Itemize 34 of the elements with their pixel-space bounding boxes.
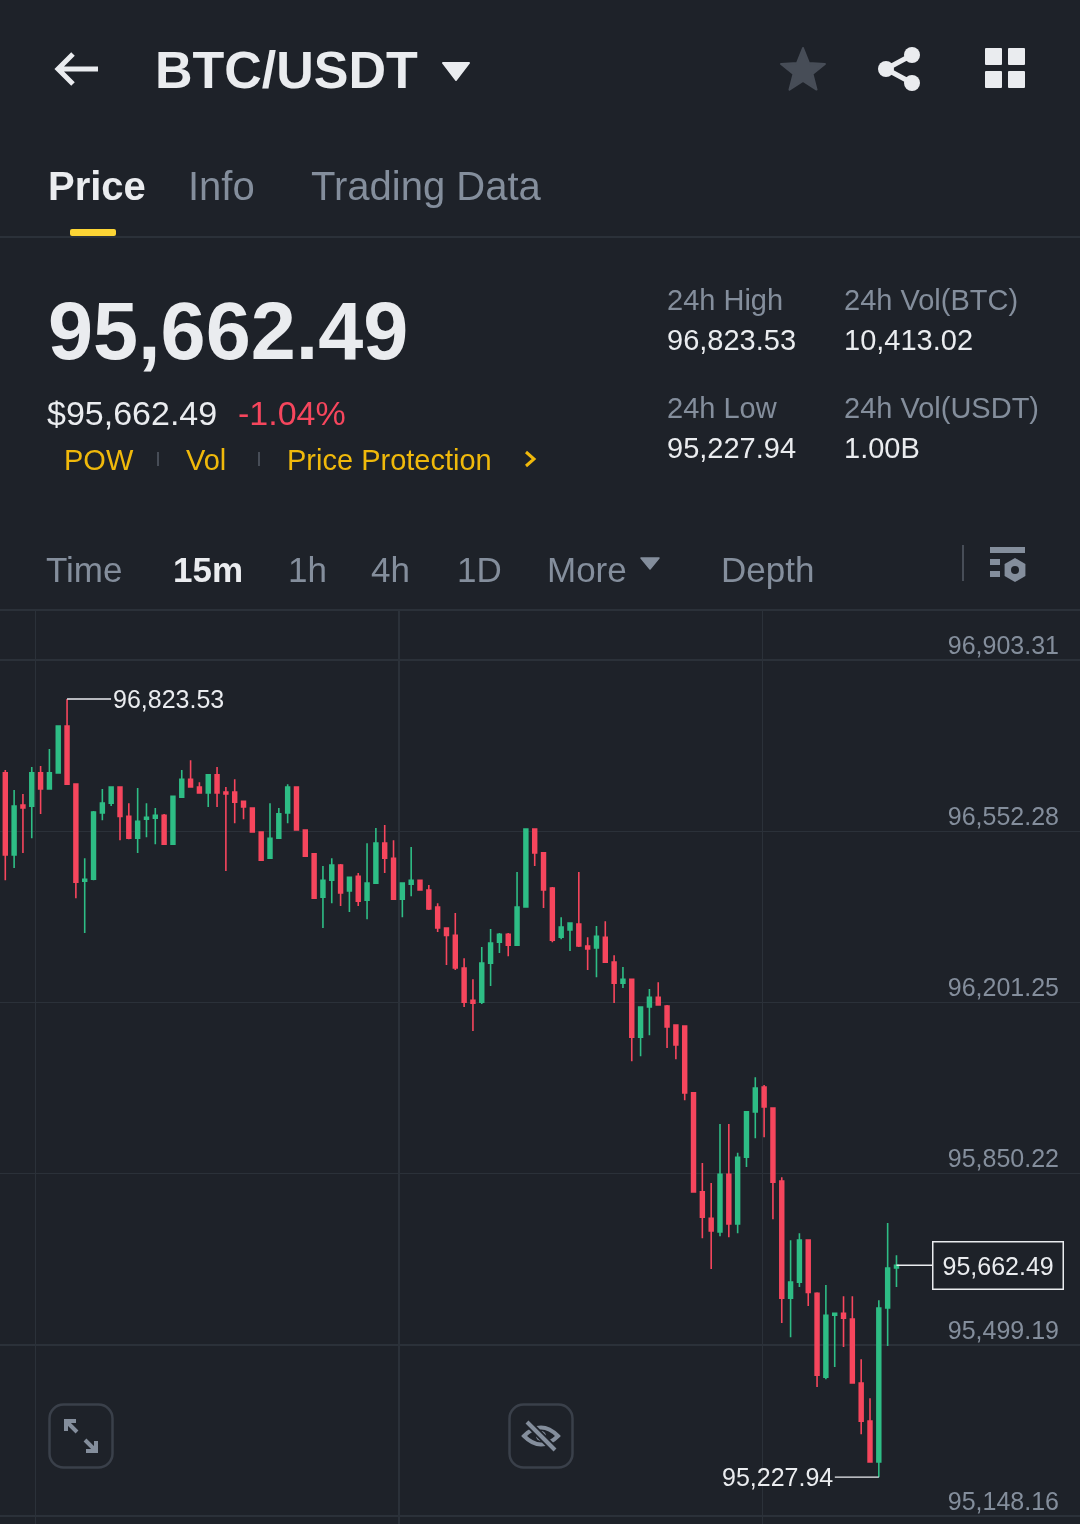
text: Time	[46, 550, 123, 589]
text: Info	[188, 164, 255, 208]
text: 4h	[371, 550, 410, 589]
text: 1D	[457, 550, 502, 589]
text: 24h Vol(USDT)	[844, 392, 1040, 424]
y-tick-label: 95,850.22	[947, 1144, 1059, 1173]
text: 1h	[288, 550, 327, 589]
y-tick-label: 96,201.25	[947, 973, 1059, 1002]
y-tick-label: 95,499.19	[947, 1315, 1059, 1344]
text: 95,662.49	[48, 286, 409, 376]
text: Depth	[721, 550, 815, 589]
y-tick-label: 96,552.28	[947, 802, 1059, 831]
text: Trading Data	[311, 164, 541, 208]
annotation: 95,227.94	[722, 1463, 834, 1491]
text: 10,413.02	[844, 324, 974, 356]
text: -1.04%	[238, 394, 346, 432]
chart-title: BTC/USDT	[155, 41, 418, 99]
text: 24h Vol(BTC)	[844, 284, 1019, 316]
text: $95,662.49	[47, 394, 218, 432]
text: 1.00B	[844, 432, 920, 464]
text: POW	[64, 444, 134, 476]
text: Vol	[186, 444, 227, 476]
text: Price Protection	[287, 444, 492, 476]
text: 96,823.53	[667, 324, 797, 356]
y-tick-label: 96,903.31	[947, 630, 1059, 659]
text: 15m	[173, 550, 244, 589]
y-tick-label: 95,148.16	[947, 1486, 1059, 1515]
text: Price	[48, 164, 146, 208]
text: 95,227.94	[667, 432, 797, 464]
text: 24h High	[667, 284, 784, 316]
text: 24h Low	[667, 392, 777, 424]
text: More	[547, 550, 627, 589]
annotation: 96,823.53	[113, 685, 225, 713]
text: 95,662.49	[942, 1251, 1054, 1280]
